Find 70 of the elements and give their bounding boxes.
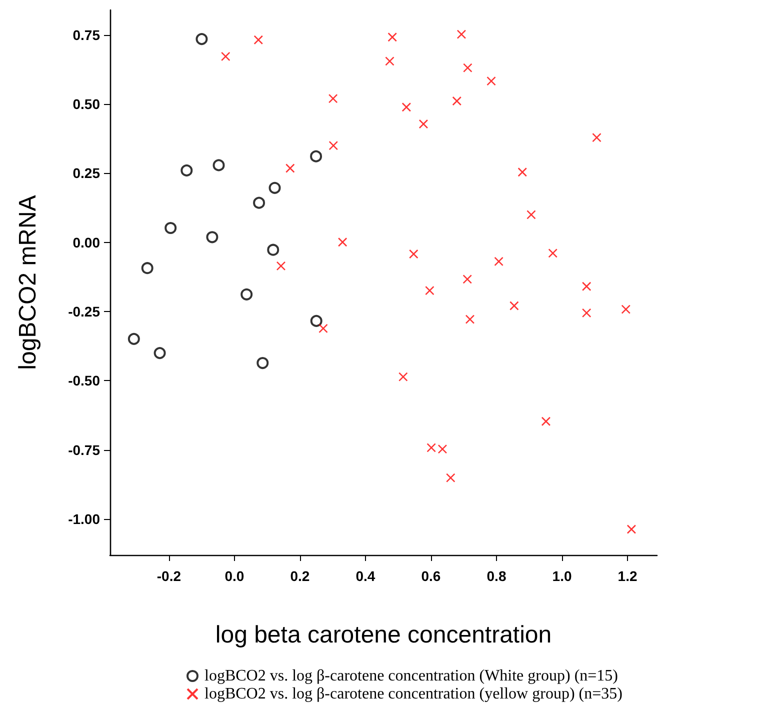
point: [446, 473, 456, 482]
x-tick-label: 1.2: [618, 568, 638, 584]
point: [385, 56, 394, 66]
point: [310, 150, 322, 162]
point: [398, 372, 408, 382]
point: [318, 324, 328, 334]
point: [206, 231, 218, 244]
point: [408, 249, 418, 259]
point: [154, 347, 166, 360]
point: [128, 332, 140, 345]
y-tick-label: 0.00: [72, 234, 100, 250]
point: [276, 261, 286, 271]
point: [328, 140, 338, 150]
point: [253, 196, 266, 209]
point: [180, 164, 193, 176]
point: [425, 286, 434, 296]
point: [548, 248, 558, 258]
point: [286, 164, 295, 173]
x-tick-label: -0.2: [156, 568, 182, 584]
point: [486, 76, 496, 86]
point: [465, 314, 475, 324]
y-tick-label: 0.75: [72, 26, 100, 43]
point: [388, 32, 397, 42]
point: [256, 357, 269, 369]
point: [452, 96, 462, 106]
y-tick-label: 0.25: [72, 165, 100, 182]
point: [212, 159, 225, 172]
y-tick-label: -0.50: [68, 372, 100, 389]
point: [438, 444, 448, 454]
legend-label: logBCO2 vs. log β-carotene concentration (yellow group) (n=35): [204, 686, 622, 702]
y-tick-label: -0.75: [68, 442, 100, 458]
x-tick-label: 0.4: [356, 568, 376, 584]
point: [267, 244, 280, 256]
point: [254, 35, 264, 45]
point: [328, 94, 338, 104]
point: [621, 304, 631, 314]
y-tick-label: -0.25: [68, 304, 100, 320]
point: [456, 30, 466, 39]
x-tick-label: 0.8: [486, 568, 506, 584]
point: [592, 132, 602, 142]
y-axis-title: logBCO2 mRNA: [14, 195, 42, 370]
point: [338, 237, 348, 247]
legend-label: logBCO2 vs. log β-carotene concentration (White group) (n=15): [204, 668, 618, 684]
point: [582, 282, 592, 292]
point: [494, 256, 504, 266]
point: [240, 288, 253, 300]
y-tick-label: -1.00: [68, 511, 100, 528]
point: [196, 33, 208, 46]
point: [518, 167, 528, 177]
point: [164, 222, 177, 234]
point: [268, 182, 281, 194]
point: [141, 262, 154, 274]
point: [626, 524, 636, 534]
point: [463, 63, 472, 72]
point: [541, 416, 551, 426]
x-tick-label: 1.0: [552, 568, 572, 584]
point: [402, 102, 412, 112]
x-tick-label: 0.6: [421, 568, 441, 584]
point: [526, 210, 536, 220]
y-tick-label: 0.50: [72, 96, 100, 112]
x-axis-title: log beta carotene concentration: [215, 622, 552, 648]
x-tick-label: 0.2: [290, 568, 310, 584]
point: [220, 52, 230, 62]
point: [510, 301, 519, 310]
x-tick-label: 0.0: [224, 568, 244, 584]
point: [426, 443, 436, 452]
point: [582, 308, 592, 318]
point: [462, 274, 472, 284]
point: [418, 119, 428, 129]
point: [310, 314, 322, 327]
